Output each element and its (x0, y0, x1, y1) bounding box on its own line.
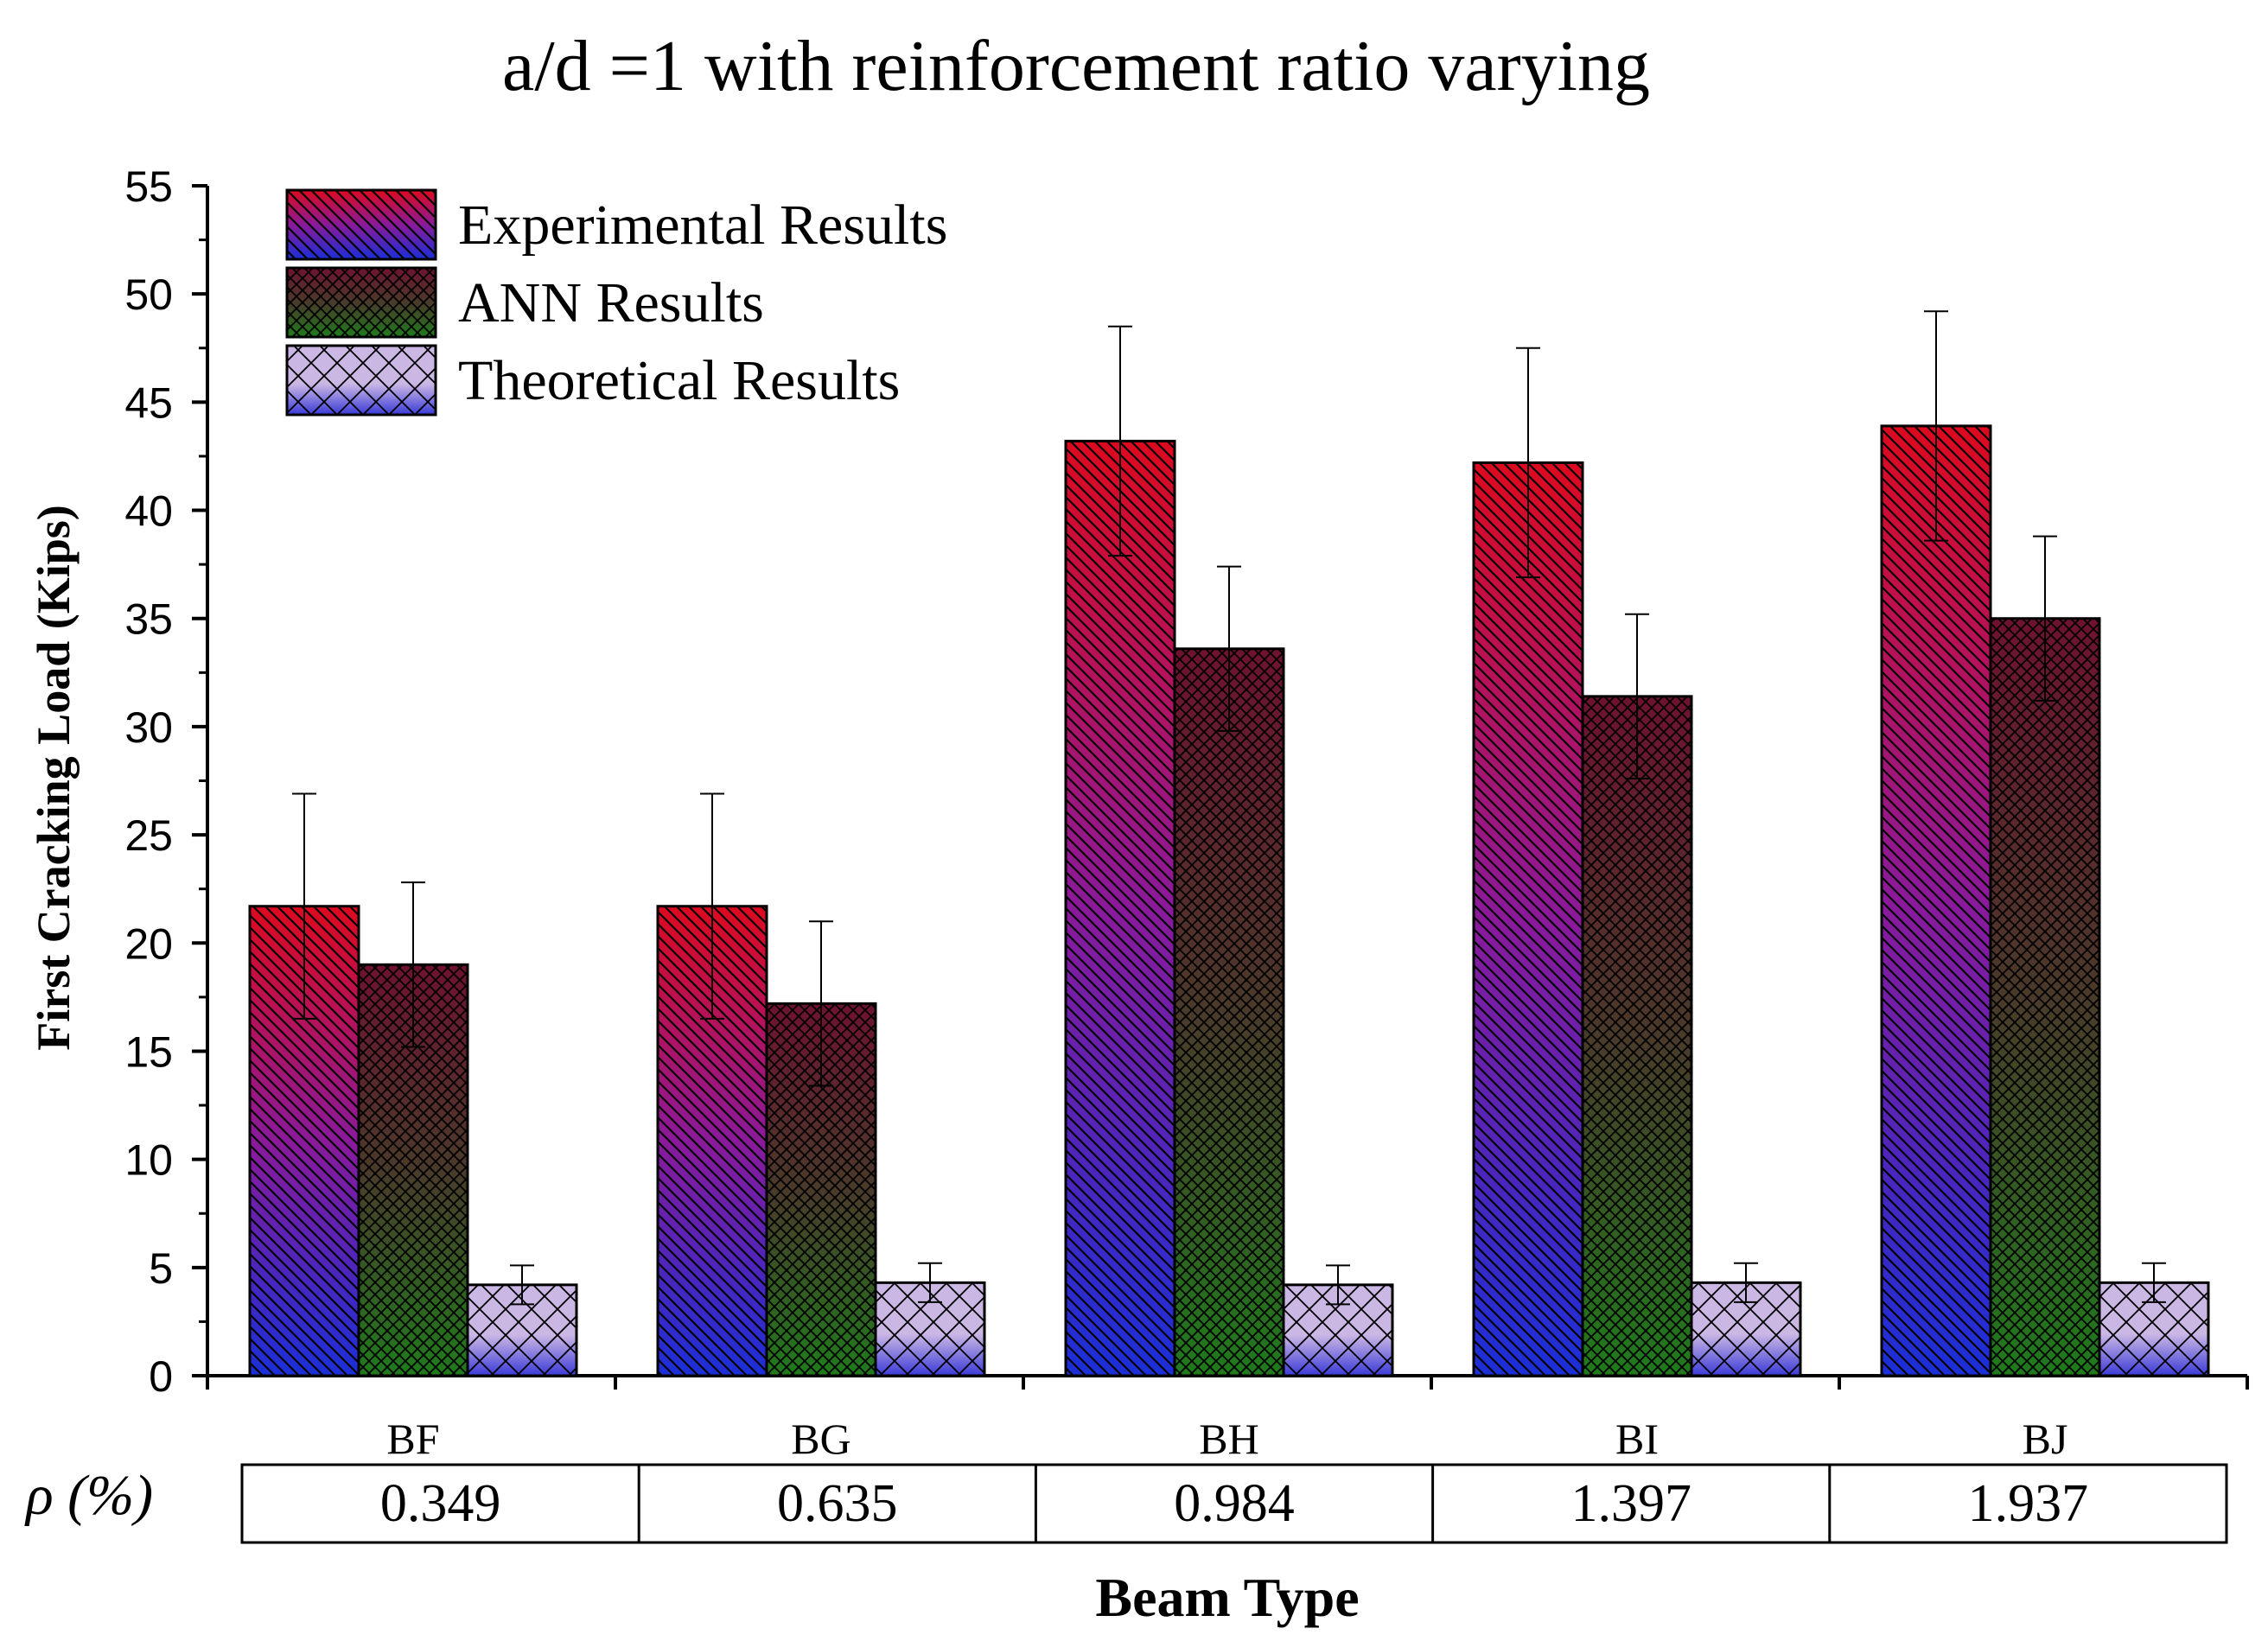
y-tick-label: 45 (124, 378, 173, 427)
rho-value: 0.984 (1174, 1474, 1295, 1533)
y-tick-label: 25 (124, 811, 173, 860)
bar-hatch-ann-BJ (1989, 617, 2101, 1377)
legend-label-experimental: Experimental Results (458, 194, 947, 257)
bar-hatch-experimental-BI (1472, 461, 1584, 1377)
rho-value: 1.397 (1570, 1474, 1691, 1533)
legend-swatch-ann-hatch (285, 266, 437, 339)
rho-table (240, 1463, 2228, 1544)
x-tick-label: BG (791, 1415, 850, 1463)
x-ticks (206, 1376, 2249, 1390)
bar-hatch-ann-BH (1173, 647, 1285, 1377)
rho-value: 0.349 (380, 1474, 501, 1533)
x-tick-labels: BF BG BH BI BJ (386, 1415, 2067, 1463)
y-axis-label: First Cracking Load (Kips) (28, 505, 80, 1051)
legend-label-theoretical: Theoretical Results (458, 349, 900, 412)
legend-swatch-theoretical-hatch (285, 344, 437, 417)
x-tick-label: BJ (2023, 1415, 2068, 1463)
y-tick-label: 55 (124, 162, 173, 211)
bar-hatch-ann-BI (1581, 695, 1693, 1377)
y-tick-label: 15 (124, 1027, 173, 1076)
y-tick-label: 10 (124, 1136, 173, 1185)
x-axis-label: Beam Type (1095, 1567, 1359, 1628)
y-tick-label: 35 (124, 595, 173, 644)
y-tick-label: 50 (124, 270, 173, 319)
x-tick-label: BI (1615, 1415, 1659, 1463)
y-tick-label: 5 (149, 1244, 173, 1293)
bar-hatch-experimental-BH (1064, 439, 1176, 1377)
legend-label-ann: ANN Results (458, 271, 764, 334)
error-bars (292, 310, 2166, 1306)
x-tick-label: BF (386, 1415, 439, 1463)
y-ticks: 0 5 10 15 20 25 30 35 40 45 50 55 (124, 162, 207, 1401)
legend: Experimental Results ANN Results Theoret… (285, 188, 947, 417)
y-tick-label: 30 (124, 703, 173, 752)
y-tick-label: 0 (149, 1352, 173, 1401)
rho-value: 0.635 (777, 1474, 898, 1533)
x-tick-label: BH (1199, 1415, 1258, 1463)
rho-cells: 0.349 0.635 0.984 1.397 1.937 (380, 1465, 2088, 1542)
legend-swatch-experimental-hatch (285, 188, 437, 261)
bar-hatch-theoretical-BH (1282, 1283, 1394, 1377)
y-tick-label: 20 (124, 919, 173, 968)
bar-hatch-experimental-BJ (1880, 424, 1992, 1377)
rho-value: 1.937 (1968, 1474, 2089, 1533)
chart-title: a/d =1 with reinforcement ratio varying (502, 26, 1650, 106)
y-tick-label: 40 (124, 487, 173, 536)
rho-label: ρ (%) (24, 1464, 153, 1527)
